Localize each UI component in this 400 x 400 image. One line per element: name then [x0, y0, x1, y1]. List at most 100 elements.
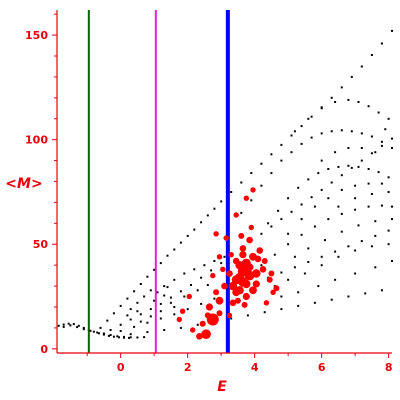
- data-point: [109, 329, 112, 331]
- data-point: [200, 302, 203, 305]
- data-point: [159, 317, 162, 320]
- data-point: [310, 196, 313, 199]
- data-point: [297, 304, 300, 307]
- data-point: [280, 308, 283, 311]
- data-point: [350, 75, 353, 78]
- data-point: [89, 329, 92, 332]
- data-point: [387, 243, 390, 246]
- data-point: [99, 326, 102, 329]
- highlight-point: [238, 232, 245, 239]
- data-point: [280, 271, 283, 274]
- highlight-point: [259, 266, 267, 273]
- data-point: [367, 168, 370, 170]
- y-tick-label: 50: [33, 238, 49, 251]
- data-point: [76, 326, 79, 329]
- highlight-point: [238, 277, 248, 287]
- data-point: [136, 310, 139, 313]
- data-point: [173, 306, 176, 308]
- data-point: [377, 171, 380, 174]
- highlight-point: [229, 299, 237, 307]
- data-point: [190, 284, 192, 286]
- highlight-point: [254, 255, 262, 263]
- highlight-point: [249, 286, 257, 295]
- highlight-point: [213, 289, 220, 296]
- highlight-point: [263, 300, 270, 306]
- data-point: [146, 321, 149, 324]
- data-point: [350, 166, 353, 169]
- data-point: [62, 323, 65, 326]
- data-point: [200, 221, 203, 224]
- data-point: [97, 332, 100, 335]
- data-point: [337, 165, 340, 168]
- data-point: [334, 151, 337, 154]
- data-point: [179, 290, 182, 293]
- data-point: [387, 176, 390, 179]
- data-point: [293, 130, 296, 133]
- data-point: [380, 204, 383, 207]
- data-point: [391, 218, 393, 221]
- data-point: [136, 301, 139, 304]
- highlight-point: [226, 312, 233, 319]
- data-point: [223, 255, 226, 258]
- data-point: [337, 255, 340, 258]
- data-point: [320, 159, 323, 162]
- data-point: [260, 162, 263, 165]
- data-point: [391, 137, 393, 140]
- data-point: [126, 314, 129, 317]
- data-point: [126, 297, 129, 300]
- data-point: [384, 128, 387, 131]
- data-point: [193, 228, 196, 231]
- data-point: [129, 318, 132, 321]
- highlight-point: [242, 292, 250, 301]
- highlight-point: [215, 296, 224, 305]
- data-point: [129, 308, 132, 311]
- data-point: [270, 225, 273, 228]
- data-point: [102, 333, 105, 336]
- highlight-point: [204, 312, 211, 319]
- highlight-point: [239, 251, 247, 259]
- highlight-point: [266, 276, 273, 283]
- data-point: [69, 324, 72, 327]
- data-point: [196, 289, 199, 292]
- data-point: [183, 295, 186, 298]
- highlight-point: [213, 231, 219, 237]
- highlight-point: [228, 281, 238, 291]
- data-point: [370, 245, 373, 248]
- data-point: [156, 291, 159, 294]
- data-point: [119, 323, 122, 326]
- data-point: [293, 266, 296, 269]
- highlight-point: [244, 270, 255, 281]
- data-point: [77, 324, 80, 327]
- data-point: [267, 222, 270, 225]
- highlight-point: [176, 316, 182, 323]
- highlight-point: [241, 301, 248, 308]
- data-point: [330, 298, 333, 301]
- data-point: [347, 98, 350, 101]
- data-point: [334, 101, 337, 103]
- data-point: [290, 151, 293, 154]
- data-point: [220, 200, 223, 203]
- data-point: [290, 134, 293, 137]
- data-point: [106, 319, 109, 322]
- data-point: [92, 330, 95, 333]
- data-point: [133, 325, 136, 328]
- data-point: [307, 247, 310, 250]
- data-point: [82, 326, 85, 329]
- data-point: [354, 184, 357, 187]
- data-point: [287, 197, 290, 200]
- data-point: [300, 142, 303, 145]
- data-point: [334, 250, 337, 253]
- data-point: [357, 165, 360, 168]
- highlight-point: [190, 327, 196, 333]
- data-point: [320, 188, 323, 191]
- data-point: [96, 331, 99, 334]
- data-point: [240, 181, 243, 184]
- data-point: [374, 234, 377, 237]
- data-point: [173, 278, 176, 281]
- data-point: [163, 329, 166, 331]
- data-point: [360, 159, 363, 162]
- data-point: [163, 285, 166, 288]
- data-point: [246, 314, 249, 317]
- highlight-point: [239, 245, 247, 252]
- data-point: [82, 328, 85, 331]
